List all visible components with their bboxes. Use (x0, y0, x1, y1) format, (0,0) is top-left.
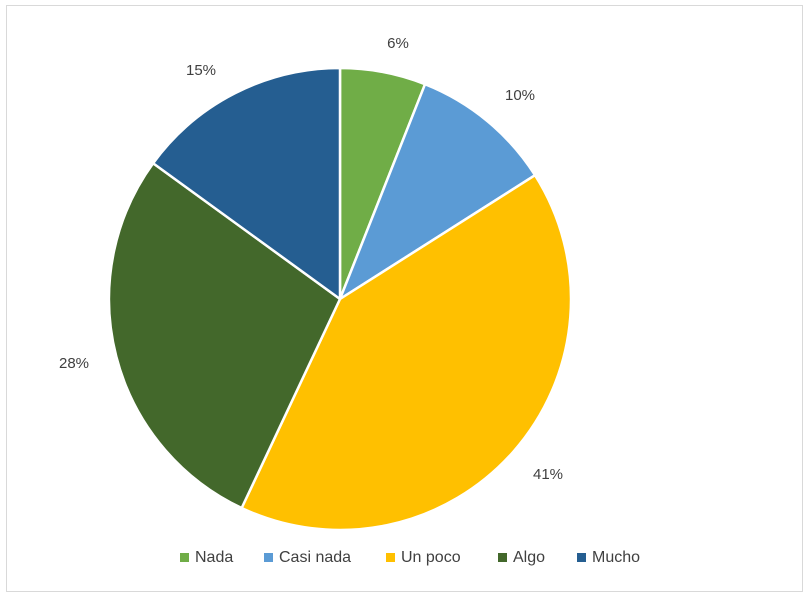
pie-slice-algo (107, 161, 342, 510)
legend-label: Algo (513, 549, 545, 566)
data-label-algo: 28% (59, 355, 89, 372)
data-label-un-poco: 41% (533, 466, 563, 483)
legend-swatch (498, 553, 507, 562)
data-label-mucho: 15% (186, 62, 216, 79)
legend-item-algo: Algo (498, 549, 545, 566)
legend-label: Mucho (592, 549, 640, 566)
legend-label: Casi nada (279, 549, 351, 566)
legend-item-un-poco: Un poco (386, 549, 461, 566)
pie-slice-casi-nada (338, 82, 537, 301)
legend-swatch (386, 553, 395, 562)
data-label-nada: 6% (387, 35, 409, 52)
pie-slice-un-poco (240, 173, 573, 532)
legend-swatch (264, 553, 273, 562)
legend-swatch (180, 553, 189, 562)
pie-slice-mucho (151, 66, 342, 301)
legend-swatch (577, 553, 586, 562)
legend-item-casi-nada: Casi nada (264, 549, 351, 566)
legend-label: Un poco (401, 549, 461, 566)
legend: Nada Casi nada Un poco Algo Mucho (180, 549, 640, 566)
data-labels: 6% 10% 41% 28% 15% (59, 35, 563, 483)
legend-item-nada: Nada (180, 549, 233, 566)
pie-slices (107, 66, 573, 532)
legend-item-mucho: Mucho (577, 549, 640, 566)
data-label-casi-nada: 10% (505, 87, 535, 104)
legend-label: Nada (195, 549, 233, 566)
